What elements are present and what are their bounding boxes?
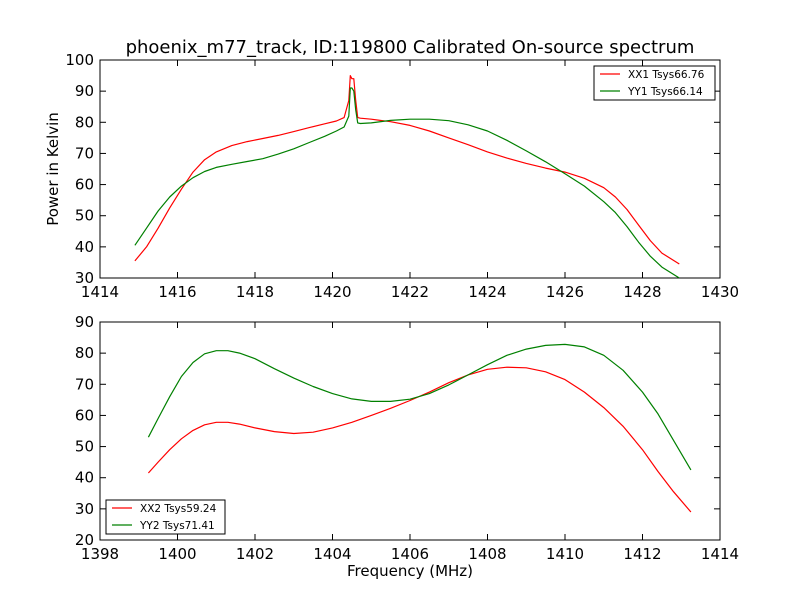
legend-xx2-label: XX2 Tsys59.24 — [140, 503, 217, 515]
bottom-series-line-xx2 — [147, 366, 692, 513]
bottom-x-tick-label: 1404 — [313, 545, 351, 563]
bottom-y-tick-label: 40 — [75, 469, 94, 487]
legend-xx1-label: XX1 Tsys66.76 — [628, 69, 705, 81]
bottom-x-axis-label: Frequency (MHz) — [347, 562, 473, 580]
bottom-y-tick-label: 70 — [75, 375, 94, 393]
top-y-tick-label: 70 — [75, 144, 94, 162]
top-y-tick-label: 50 — [75, 207, 94, 225]
top-x-tick-label: 1420 — [313, 283, 351, 301]
bottom-series-line-yy2 — [147, 343, 692, 471]
top-y-tick-label: 80 — [75, 113, 94, 131]
bottom-y-tick-label: 50 — [75, 438, 94, 456]
top-y-tick-label: 60 — [75, 176, 94, 194]
bottom-x-tick-label: 1406 — [391, 545, 429, 563]
top-legend: XX1 Tsys66.76 YY1 Tsys66.14 — [593, 65, 716, 101]
bottom-y-tick-label: 30 — [75, 500, 94, 518]
bottom-legend-box — [105, 499, 226, 535]
bottom-tick-group: 1398 1400 1402 1404 1406 1408 1410 1412 1414 20 30… — [75, 313, 739, 563]
top-x-tick-label: 1414 — [81, 283, 119, 301]
top-x-tick-label: 1426 — [546, 283, 584, 301]
bottom-y-tick-label: 90 — [75, 313, 94, 331]
bottom-lines-group — [147, 343, 692, 513]
bottom-x-tick-label: 1414 — [701, 545, 739, 563]
top-x-tick-label: 1428 — [623, 283, 661, 301]
top-y-tick-label: 40 — [75, 238, 94, 256]
bottom-x-tick-label: 1412 — [623, 545, 661, 563]
bottom-x-tick-label: 1402 — [236, 545, 274, 563]
top-x-tick-label: 1418 — [236, 283, 274, 301]
top-x-tick-label: 1424 — [468, 283, 506, 301]
top-x-tick-label: 1416 — [158, 283, 196, 301]
top-panel: 1414 1416 1418 1420 1422 1424 1426 1428 1430 30 40… — [44, 51, 739, 301]
top-y-tick-label: 100 — [65, 51, 94, 69]
top-y-tick-label: 90 — [75, 82, 94, 100]
top-series-line-xx1 — [134, 74, 680, 265]
bottom-x-tick-label: 1408 — [468, 545, 506, 563]
top-series-line-yy1 — [134, 87, 680, 278]
bottom-y-tick-label: 20 — [75, 531, 94, 549]
bottom-y-tick-label: 60 — [75, 406, 94, 424]
top-x-tick-label: 1422 — [391, 283, 429, 301]
bottom-x-tick-label: 1398 — [81, 545, 119, 563]
bottom-legend: XX2 Tsys59.24 YY2 Tsys71.41 — [105, 499, 226, 535]
top-x-tick-label: 1430 — [701, 283, 739, 301]
top-tick-group: 1414 1416 1418 1420 1422 1424 1426 1428 1430 30 40… — [65, 51, 739, 301]
bottom-panel: 1398 1400 1402 1404 1406 1408 1410 1412 1414 20 30… — [75, 313, 739, 580]
chart-title: phoenix_m77_track, ID:119800 Calibrated … — [126, 37, 695, 58]
top-lines-group — [134, 74, 680, 278]
top-legend-box — [593, 65, 716, 101]
legend-yy1-label: YY1 Tsys66.14 — [627, 86, 703, 98]
top-y-tick-label: 30 — [75, 269, 94, 287]
top-y-axis-label: Power in Kelvin — [44, 112, 62, 226]
bottom-x-tick-label: 1400 — [158, 545, 196, 563]
legend-yy2-label: YY2 Tsys71.41 — [139, 520, 215, 532]
bottom-y-tick-label: 80 — [75, 344, 94, 362]
bottom-x-tick-label: 1410 — [546, 545, 584, 563]
